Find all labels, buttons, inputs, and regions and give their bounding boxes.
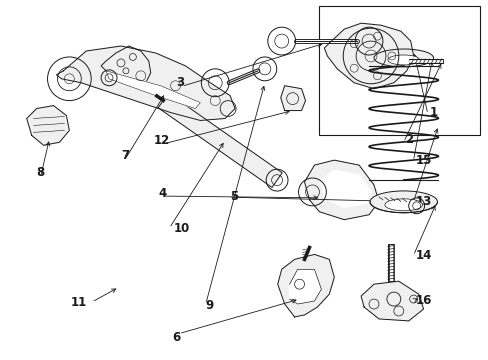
Text: 3: 3 xyxy=(176,76,184,89)
Polygon shape xyxy=(321,170,370,208)
Text: 12: 12 xyxy=(154,134,170,147)
Polygon shape xyxy=(56,46,235,121)
Text: 6: 6 xyxy=(172,331,181,344)
Polygon shape xyxy=(27,105,69,145)
Ellipse shape xyxy=(387,55,419,65)
Text: 13: 13 xyxy=(415,195,431,208)
Text: 15: 15 xyxy=(415,154,431,167)
Ellipse shape xyxy=(373,49,433,67)
Text: 5: 5 xyxy=(229,190,238,203)
Ellipse shape xyxy=(384,199,422,211)
Ellipse shape xyxy=(369,191,437,213)
Text: 4: 4 xyxy=(158,187,166,200)
Polygon shape xyxy=(280,86,305,111)
Polygon shape xyxy=(101,46,150,86)
Polygon shape xyxy=(289,269,321,304)
Polygon shape xyxy=(277,255,334,317)
Text: 11: 11 xyxy=(70,296,87,309)
Text: 9: 9 xyxy=(205,299,213,312)
Text: 2: 2 xyxy=(405,134,413,147)
Polygon shape xyxy=(106,71,200,109)
Text: 8: 8 xyxy=(37,166,45,179)
Text: 7: 7 xyxy=(122,149,129,162)
Polygon shape xyxy=(360,281,423,321)
Bar xyxy=(319,6,479,135)
Polygon shape xyxy=(304,160,378,220)
Text: 16: 16 xyxy=(414,294,431,307)
Text: 10: 10 xyxy=(174,222,190,235)
Text: 14: 14 xyxy=(415,249,431,262)
Polygon shape xyxy=(324,23,413,89)
Text: 1: 1 xyxy=(429,105,437,119)
Polygon shape xyxy=(158,93,282,188)
